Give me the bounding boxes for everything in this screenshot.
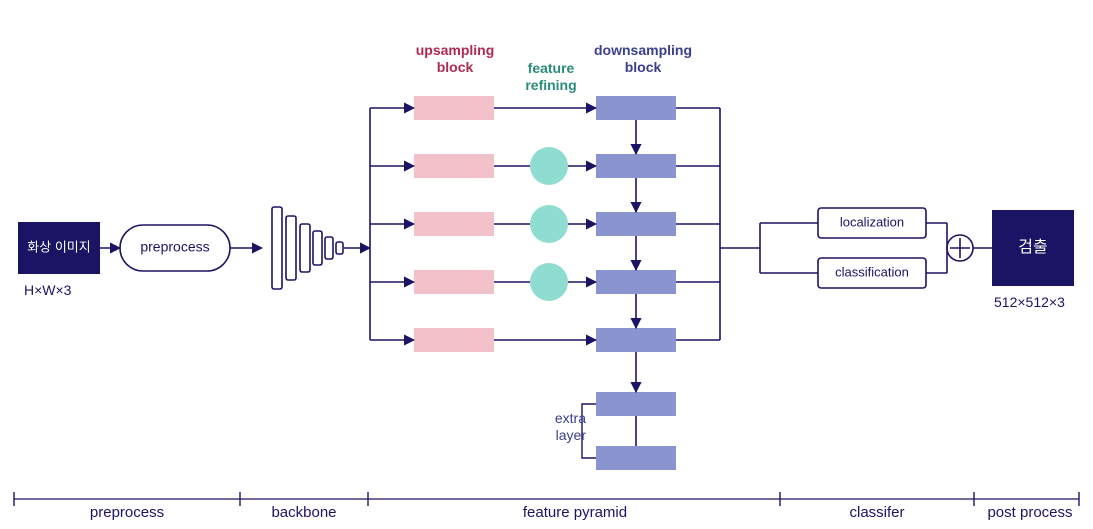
svg-text:검출: 검출 [1018,238,1047,256]
svg-text:classification: classification [835,264,909,279]
downsampling-heading: downsampling block [588,42,698,76]
refining-heading: feature refining [516,60,586,94]
stage-backbone-label: backbone [264,504,344,521]
output-dims-label: 512×512×3 [994,294,1065,311]
svg-text:localization: localization [840,214,904,229]
stage-preprocess-label: preprocess [72,504,182,521]
svg-text:preprocess: preprocess [140,239,209,255]
svg-text:화상 이미지: 화상 이미지 [27,239,90,254]
extra-layer-label: extra layer [536,410,586,444]
stage-postprocess-label: post process [980,504,1080,521]
stage-classifier-label: classifer [842,504,912,521]
input-dims-label: H×W×3 [24,282,71,299]
upsampling-heading: upsampling block [410,42,500,76]
stage-feature-pyramid-label: feature pyramid [510,504,640,521]
